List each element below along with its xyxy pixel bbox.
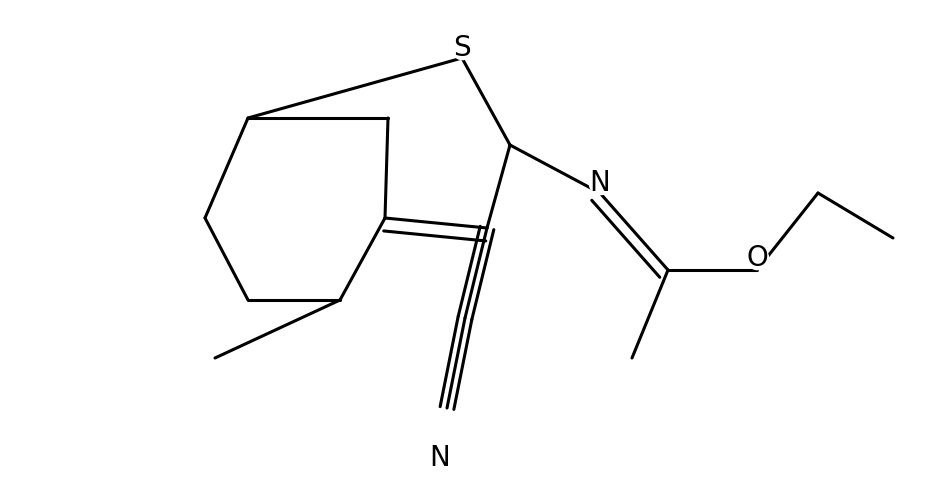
Text: S: S (452, 34, 470, 62)
Text: N: N (429, 444, 450, 472)
Text: O: O (745, 244, 767, 272)
Text: N: N (589, 169, 610, 197)
